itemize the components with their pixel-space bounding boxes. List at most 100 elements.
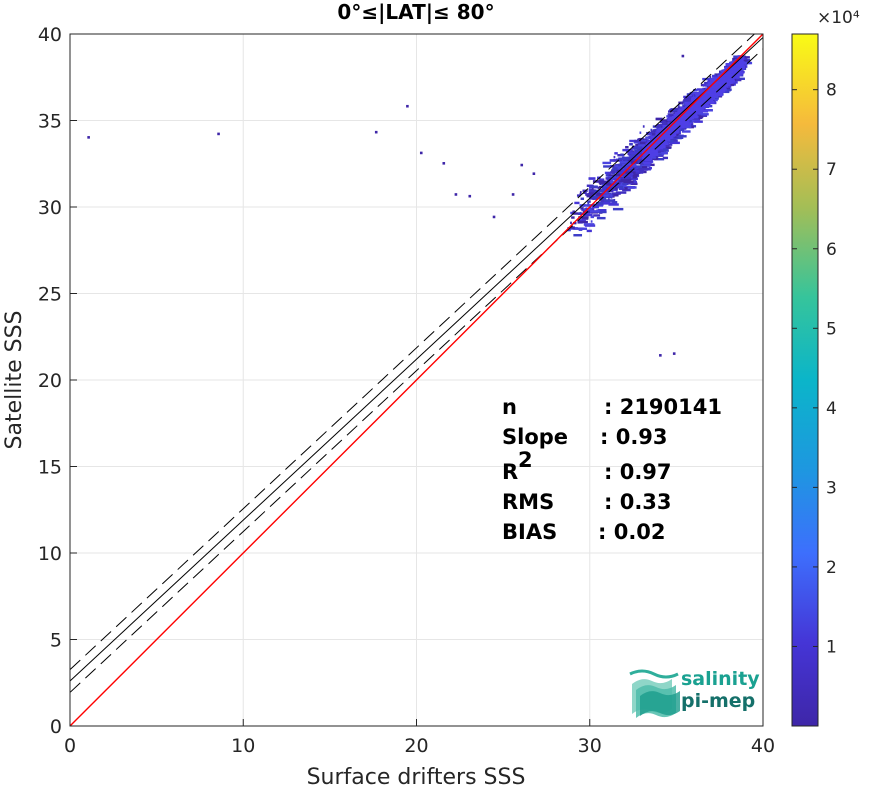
density-cell	[626, 165, 636, 169]
density-cell	[737, 66, 745, 70]
density-cell	[588, 200, 591, 203]
density-cell	[662, 148, 668, 151]
density-cell	[588, 188, 593, 192]
density-cell	[586, 194, 594, 198]
density-cell	[650, 128, 653, 132]
density-cell	[683, 96, 686, 100]
density-cell	[592, 208, 595, 211]
density-cell	[520, 163, 524, 167]
stat-name: R	[502, 460, 518, 484]
density-cell	[581, 217, 589, 220]
density-cell	[670, 113, 673, 117]
density-cell	[660, 151, 668, 155]
density-cell	[739, 56, 750, 59]
density-cell	[668, 133, 676, 137]
density-cell	[587, 200, 589, 203]
density-cell	[597, 209, 607, 212]
x-tick-label: 40	[751, 735, 775, 757]
density-cell	[419, 151, 423, 155]
colorbar-tick-label: 6	[826, 240, 837, 260]
density-cell	[590, 192, 594, 195]
density-cell	[615, 173, 624, 177]
x-axis-label: Surface drifters SSS	[307, 765, 526, 788]
density-cell	[578, 216, 589, 219]
density-cell	[599, 178, 605, 181]
density-cell	[601, 180, 610, 184]
density-cell	[577, 219, 586, 222]
density-cell	[610, 181, 616, 184]
density-cell	[627, 151, 638, 155]
y-tick-label: 30	[38, 197, 62, 219]
density-cell	[613, 155, 616, 159]
density-cell	[646, 139, 649, 142]
density-cell	[587, 201, 590, 205]
density-cell	[673, 109, 681, 113]
density-cell	[664, 133, 672, 136]
density-cell	[664, 121, 667, 124]
density-cell	[727, 83, 735, 86]
density-cell	[597, 186, 600, 189]
density-cell	[680, 119, 688, 122]
density-cell	[632, 164, 637, 167]
density-cell	[567, 228, 571, 232]
density-cell	[724, 66, 732, 70]
identity-line	[69, 33, 764, 727]
density-cell	[693, 101, 700, 105]
density-cell	[693, 107, 701, 111]
density-cell	[661, 122, 664, 126]
density-cell	[659, 130, 667, 134]
density-cell	[580, 207, 584, 210]
density-cell	[629, 172, 633, 176]
fit-upper-band	[69, 33, 755, 670]
density-cell	[686, 125, 692, 129]
density-cell	[725, 62, 733, 66]
density-cell	[623, 166, 626, 169]
density-cell	[669, 141, 680, 145]
density-cell	[580, 197, 585, 200]
density-cell	[671, 115, 679, 119]
density-cell	[650, 150, 658, 153]
salinity-pimep-logo: salinity pi-mep	[629, 668, 760, 718]
stat-value: : 0.33	[604, 490, 672, 514]
density-cell	[596, 202, 604, 205]
density-cell	[374, 130, 378, 134]
density-cell	[660, 129, 668, 133]
y-tick-label: 40	[38, 24, 62, 46]
density-cell	[620, 161, 631, 164]
y-tick-label: 20	[38, 370, 62, 392]
y-tick-label: 25	[38, 284, 62, 306]
density-cell	[639, 131, 642, 134]
density-cell	[734, 73, 742, 77]
density-cell	[661, 119, 672, 122]
density-cell	[591, 187, 594, 190]
density-cell	[615, 192, 621, 195]
density-cell	[578, 228, 583, 231]
density-cell	[583, 213, 593, 217]
density-cell	[589, 210, 599, 213]
density-cell	[442, 162, 446, 165]
density-cell	[683, 99, 694, 102]
density-cell	[651, 153, 659, 156]
density-cell	[628, 157, 630, 161]
density-cell	[706, 98, 714, 102]
density-cell	[636, 146, 642, 149]
density-cell	[606, 183, 612, 186]
density-cell	[622, 159, 633, 163]
density-cell	[709, 93, 717, 96]
density-cell	[653, 144, 661, 147]
density-cell	[617, 185, 625, 189]
density-cell	[618, 177, 621, 181]
density-cell	[629, 173, 639, 177]
density-cell	[668, 130, 676, 134]
density-cell	[719, 79, 727, 83]
density-cell	[658, 149, 669, 152]
density-cell	[645, 149, 653, 153]
density-cell	[406, 104, 409, 108]
density-cell	[651, 133, 657, 136]
density-cell	[683, 95, 694, 99]
density-cell	[714, 73, 720, 76]
density-cell	[722, 71, 730, 75]
density-cell	[623, 180, 634, 183]
density-cell	[614, 165, 625, 168]
density-cell	[597, 210, 607, 214]
